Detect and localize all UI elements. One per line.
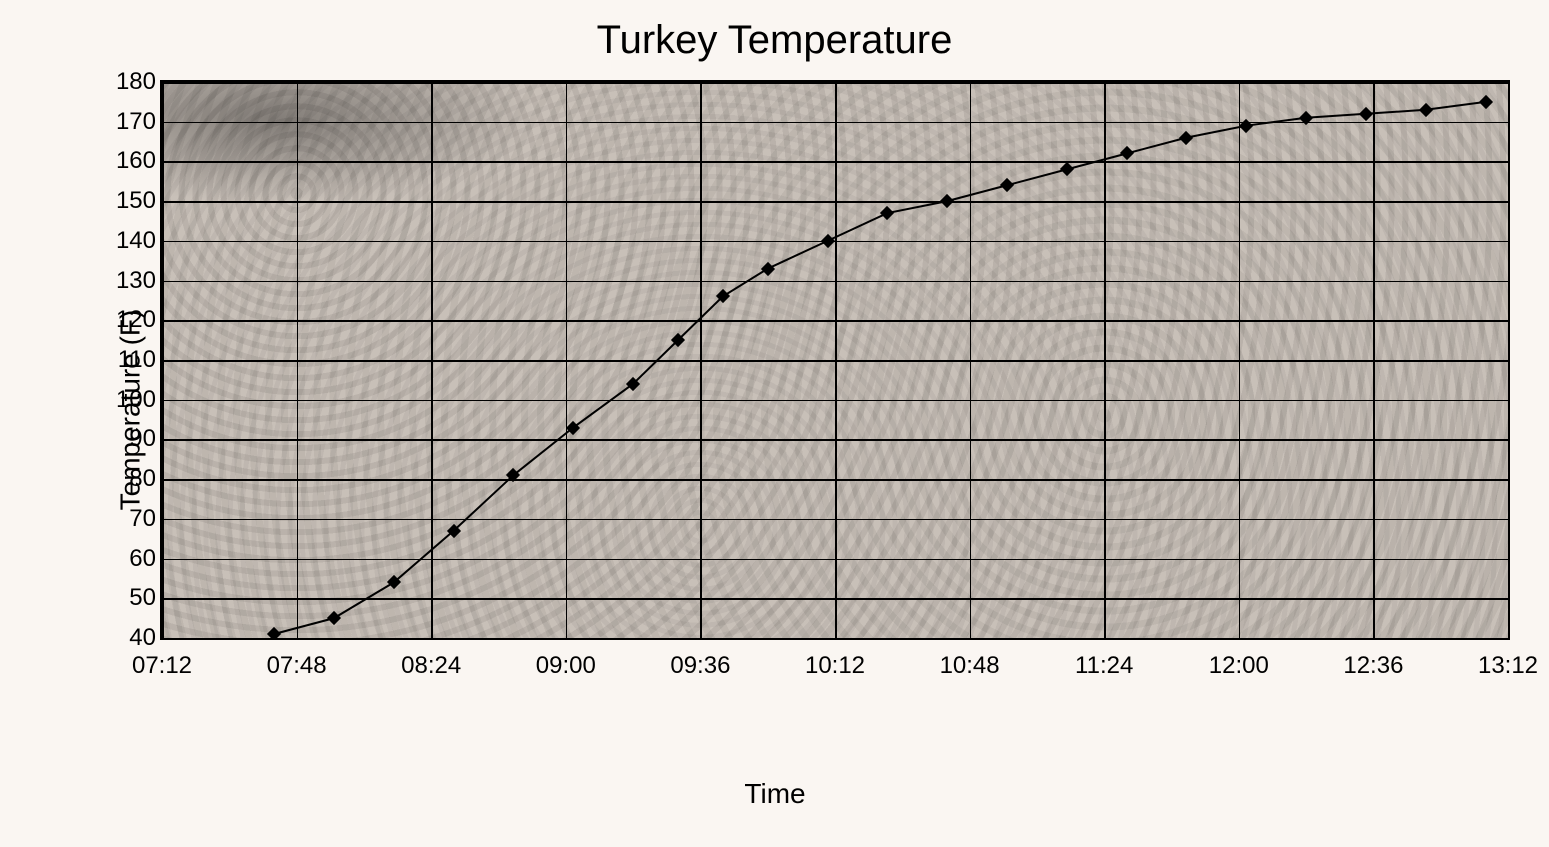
gridline-vertical xyxy=(1508,82,1510,638)
chart-area: Temperature (F) Time 4050607080901001101… xyxy=(30,80,1520,740)
x-tick-label: 09:36 xyxy=(670,652,730,680)
x-tick-label: 13:12 xyxy=(1478,652,1538,680)
gridline-vertical xyxy=(566,82,568,638)
x-tick-label: 08:24 xyxy=(401,652,461,680)
gridline-vertical xyxy=(1239,82,1241,638)
y-tick-label: 50 xyxy=(96,584,156,612)
y-tick-label: 40 xyxy=(96,624,156,652)
y-tick-label: 120 xyxy=(96,306,156,334)
y-tick-label: 160 xyxy=(96,147,156,175)
x-tick-label: 10:48 xyxy=(940,652,1000,680)
y-tick-label: 150 xyxy=(96,187,156,215)
y-tick-label: 100 xyxy=(96,386,156,414)
y-tick-label: 170 xyxy=(96,108,156,136)
y-tick-label: 180 xyxy=(96,68,156,96)
x-tick-label: 10:12 xyxy=(805,652,865,680)
y-tick-label: 60 xyxy=(96,545,156,573)
gridline-vertical xyxy=(162,82,164,638)
page: Turkey Temperature Temperature (F) Time … xyxy=(0,0,1549,847)
x-axis-label: Time xyxy=(30,778,1520,810)
plot-area xyxy=(160,80,1510,640)
x-tick-label: 11:24 xyxy=(1075,652,1133,680)
x-tick-label: 07:48 xyxy=(267,652,327,680)
y-tick-label: 80 xyxy=(96,465,156,493)
gridline-vertical xyxy=(835,82,837,638)
y-tick-label: 140 xyxy=(96,227,156,255)
x-tick-label: 09:00 xyxy=(536,652,596,680)
y-tick-label: 110 xyxy=(96,346,156,374)
gridline-vertical xyxy=(297,82,299,638)
gridline-vertical xyxy=(700,82,702,638)
gridline-vertical xyxy=(1373,82,1375,638)
gridline-horizontal xyxy=(162,638,1508,640)
gridline-vertical xyxy=(970,82,972,638)
gridline-vertical xyxy=(1104,82,1106,638)
x-tick-label: 07:12 xyxy=(132,652,192,680)
y-tick-label: 90 xyxy=(96,425,156,453)
x-tick-label: 12:00 xyxy=(1209,652,1269,680)
x-tick-label: 12:36 xyxy=(1343,652,1403,680)
y-tick-label: 130 xyxy=(96,267,156,295)
gridline-vertical xyxy=(431,82,433,638)
chart-title: Turkey Temperature xyxy=(0,18,1549,63)
y-tick-label: 70 xyxy=(96,505,156,533)
